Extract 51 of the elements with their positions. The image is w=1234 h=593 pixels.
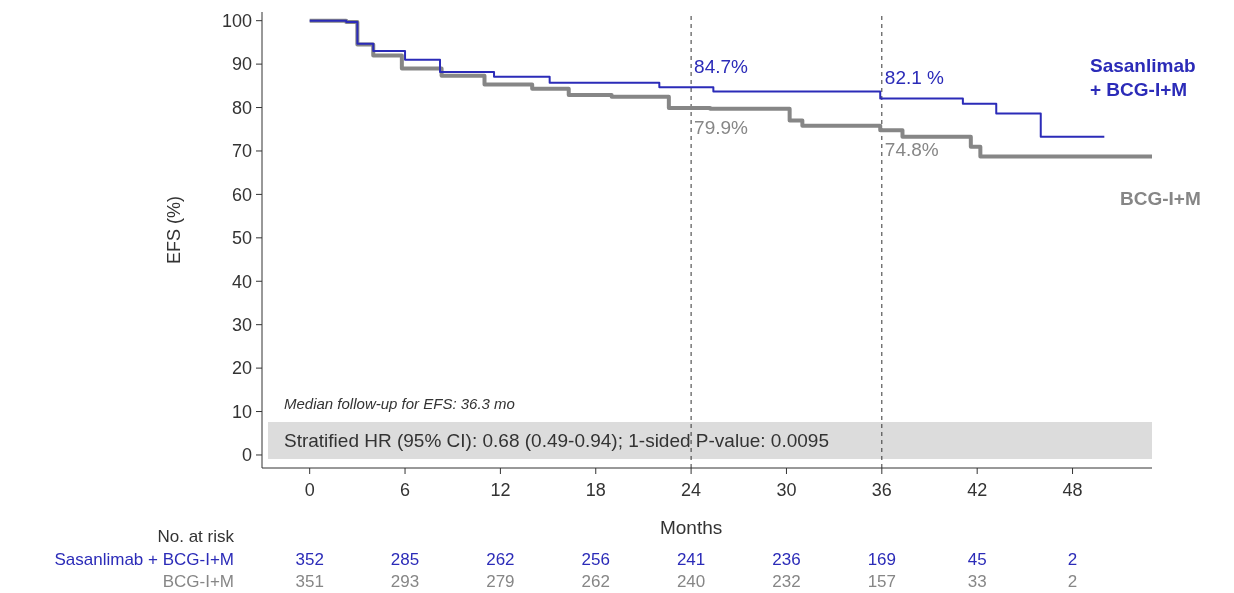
text: 2 bbox=[1067, 572, 1078, 591]
text: 45 bbox=[967, 550, 987, 569]
text: 33 bbox=[967, 572, 987, 591]
series-label: Sasanlimab + BCG-I+M bbox=[1090, 55, 1196, 100]
text: 169 bbox=[867, 550, 897, 569]
text: 285 bbox=[390, 550, 420, 569]
annotation: 74.8% bbox=[884, 139, 939, 161]
text: 293 bbox=[390, 572, 420, 591]
annotation: Median follow-up for EFS: 36.3 mo bbox=[284, 395, 515, 412]
text: 2 bbox=[1067, 550, 1078, 569]
text: 262 bbox=[486, 550, 515, 569]
x-tick-label: 0 bbox=[304, 480, 315, 500]
y-tick-label: 100 bbox=[221, 10, 252, 31]
text: 351 bbox=[295, 572, 324, 591]
series-label: BCG-I+M bbox=[1120, 188, 1201, 209]
text: 279 bbox=[486, 572, 515, 591]
y-tick-label: 50 bbox=[231, 228, 252, 249]
y-tick-label: 10 bbox=[231, 401, 252, 422]
y-tick-label: 30 bbox=[231, 314, 252, 335]
x-tick-label: 24 bbox=[681, 480, 702, 500]
x-tick-label: 36 bbox=[871, 480, 892, 500]
y-tick-label: 20 bbox=[231, 358, 252, 379]
annotation: 84.7% bbox=[694, 56, 749, 78]
x-tick-label: 6 bbox=[400, 480, 411, 500]
text: 352 bbox=[295, 550, 324, 569]
y-tick-label: 70 bbox=[231, 141, 252, 162]
text: No. at risk bbox=[157, 527, 235, 546]
y-tick-label: 80 bbox=[231, 97, 252, 118]
annotation: Stratified HR (95% CI): 0.68 (0.49-0.94); 1-sided P-value: 0.0095 bbox=[284, 430, 829, 451]
text: 262 bbox=[581, 572, 610, 591]
x-tick-label: 12 bbox=[490, 480, 511, 500]
y-axis-title: EFS (%) bbox=[164, 195, 184, 265]
text: 241 bbox=[676, 550, 706, 569]
y-tick-label: 40 bbox=[231, 271, 252, 292]
text: 157 bbox=[867, 572, 897, 591]
annotation: 79.9% bbox=[694, 116, 749, 138]
text: 232 bbox=[772, 572, 801, 591]
x-tick-label: 48 bbox=[1062, 480, 1083, 500]
text: 256 bbox=[581, 550, 610, 569]
x-axis-title: Months bbox=[659, 517, 723, 538]
text: 240 bbox=[676, 572, 706, 591]
y-tick-label: 0 bbox=[241, 445, 252, 466]
annotation: 82.1 % bbox=[884, 67, 945, 89]
text: Sasanlimab + BCG-I+M bbox=[54, 550, 234, 569]
y-tick-label: 90 bbox=[231, 54, 252, 75]
x-tick-label: 18 bbox=[585, 480, 606, 500]
text: 236 bbox=[772, 550, 801, 569]
x-tick-label: 42 bbox=[967, 480, 988, 500]
x-tick-label: 30 bbox=[776, 480, 797, 500]
text: BCG-I+M bbox=[162, 572, 234, 591]
y-tick-label: 60 bbox=[231, 184, 252, 205]
